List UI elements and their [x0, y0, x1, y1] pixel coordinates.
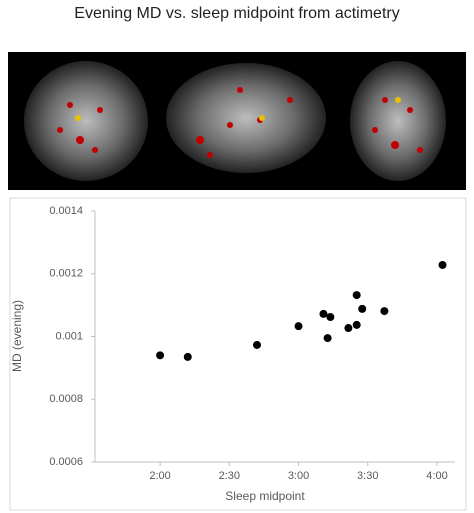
x-tick-label: 3:00 — [288, 470, 309, 482]
data-point — [294, 322, 303, 331]
x-axis-label: Sleep midpoint — [225, 489, 305, 503]
x-tick-label: 2:30 — [219, 470, 240, 482]
y-axis-label: MD (evening) — [10, 300, 24, 372]
chart-title: Evening MD vs. sleep midpoint from actim… — [74, 5, 399, 22]
x-tick-label: 3:30 — [357, 470, 378, 482]
data-point — [380, 307, 389, 316]
data-point — [344, 324, 353, 333]
data-point — [253, 340, 261, 349]
data-point — [358, 304, 367, 313]
data-point — [352, 291, 361, 300]
brain-images — [8, 52, 466, 190]
data-point — [183, 352, 192, 361]
data-point — [156, 351, 165, 360]
y-tick-label: 0.0014 — [49, 205, 83, 217]
x-tick-label: 2:00 — [149, 470, 170, 482]
data-point — [438, 260, 447, 269]
y-tick-label: 0.0012 — [49, 268, 83, 280]
data-point — [352, 320, 361, 329]
data-point — [326, 313, 335, 322]
y-tick-label: 0.001 — [55, 330, 83, 342]
y-tick-label: 0.0008 — [49, 393, 83, 405]
x-tick-label: 4:00 — [426, 470, 447, 482]
data-point — [323, 334, 332, 343]
chart-frame — [9, 197, 467, 511]
data-point — [319, 309, 328, 318]
y-tick-label: 0.0006 — [49, 456, 83, 468]
